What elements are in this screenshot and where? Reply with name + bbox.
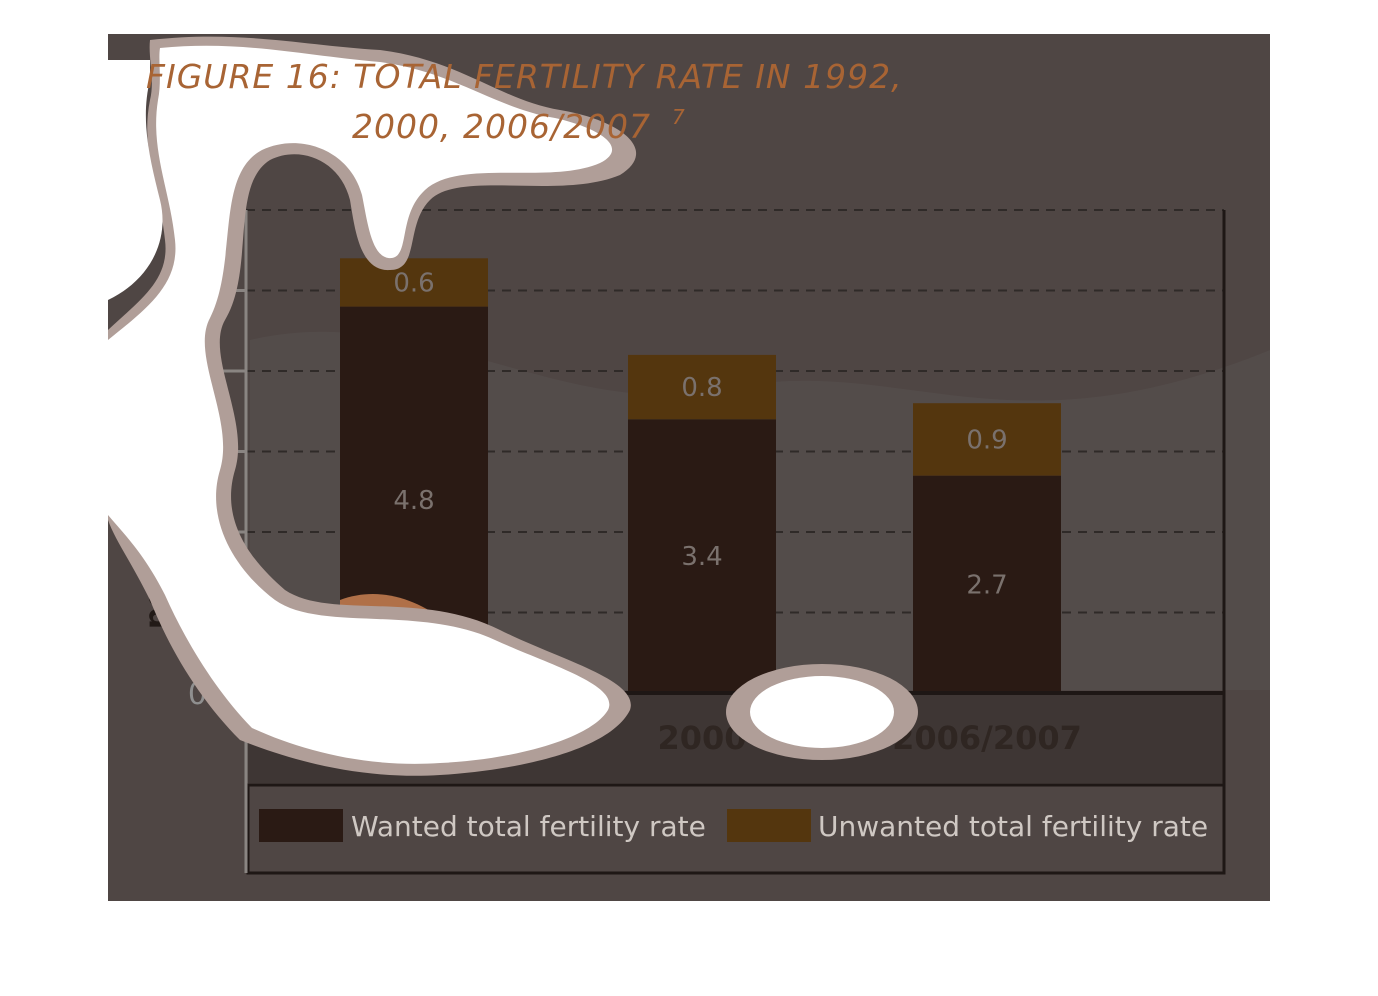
legend-label-unwanted: Unwanted total fertility rate (818, 810, 1208, 843)
bar-segment (628, 419, 776, 693)
bar-segment (913, 475, 1061, 693)
legend-label-wanted: Wanted total fertility rate (351, 810, 706, 843)
chart-title-line2: 2000, 2006/2007 (352, 107, 651, 146)
bar-segment (628, 354, 776, 420)
data-label: 0.6 (393, 268, 434, 298)
legend-swatch-wanted (259, 809, 343, 842)
white-splash-overlay (108, 36, 918, 776)
data-label: 4.8 (393, 486, 434, 516)
legend-swatch-unwanted (727, 809, 811, 842)
data-label: 0.9 (966, 425, 1007, 455)
bar-segment (913, 403, 1061, 476)
bar-segment (340, 258, 488, 307)
chart-title-line1: FIGURE 16: TOTAL FERTILITY RATE IN 1992, (146, 57, 903, 96)
chart-title-footnote: 7 (672, 105, 686, 129)
data-label: 3.4 (681, 542, 722, 572)
category-label: 2006/2007 (892, 719, 1082, 757)
data-label: 2.7 (966, 570, 1007, 600)
data-label: 0.8 (681, 373, 722, 403)
